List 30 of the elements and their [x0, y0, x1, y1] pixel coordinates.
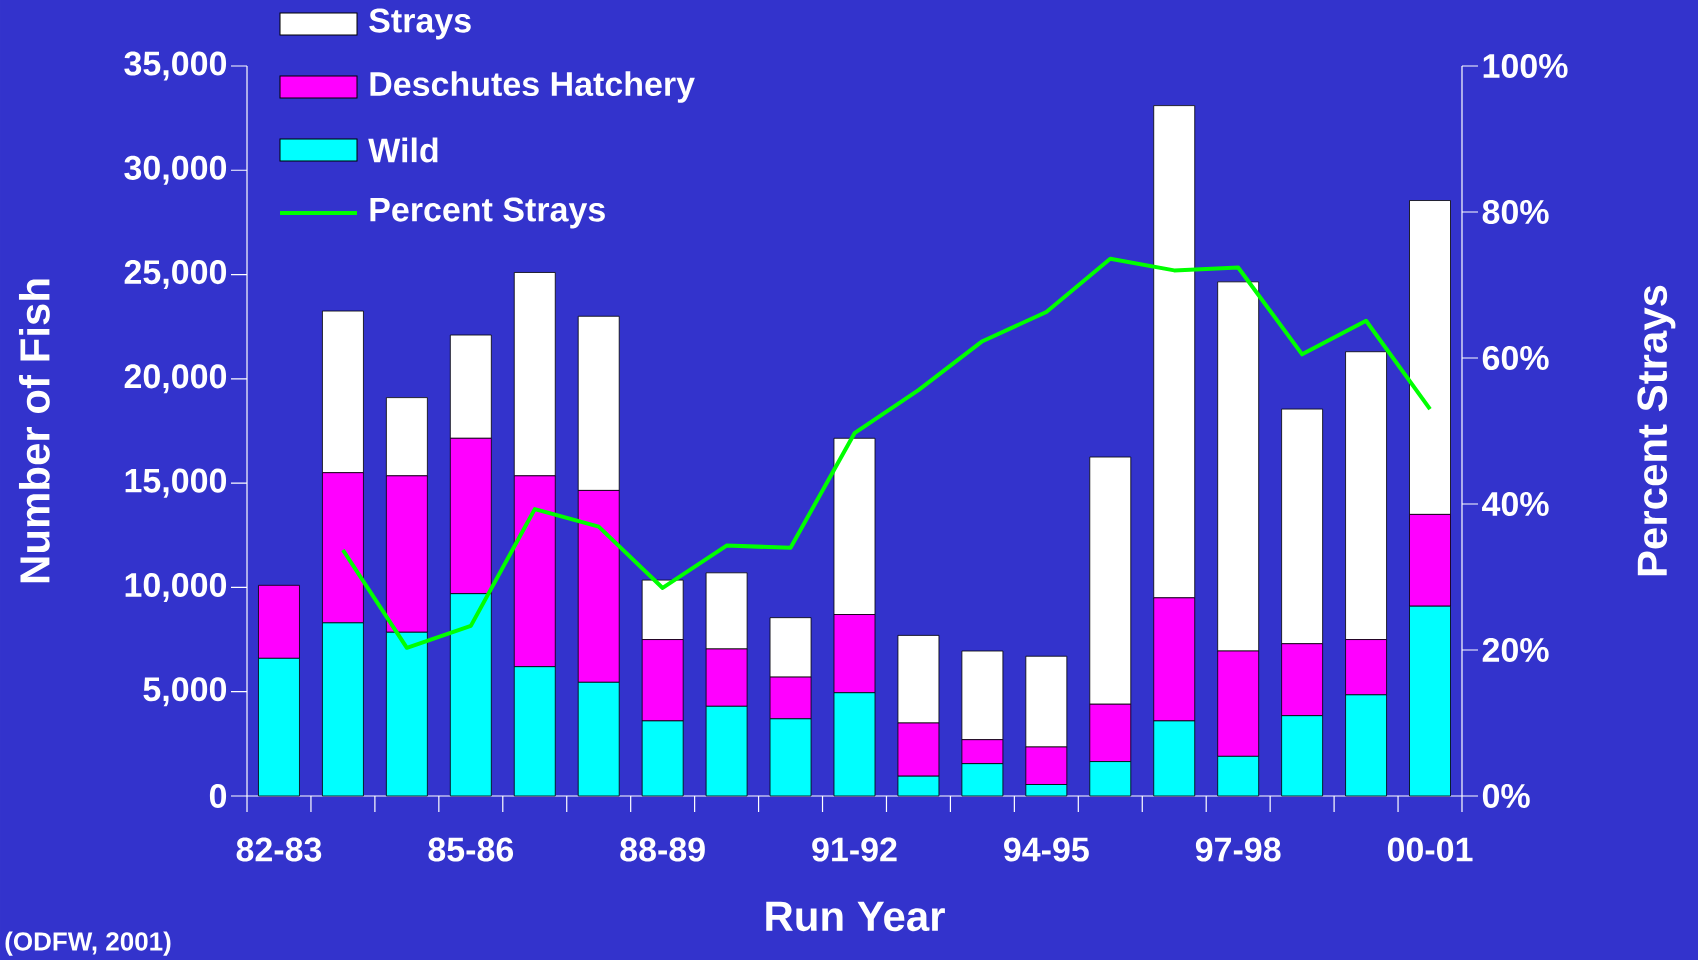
y-axis-title: Number of Fish — [18, 279, 50, 583]
y-tick-label: 5,000 — [143, 677, 227, 707]
y2-tick-label: 40% — [1482, 491, 1549, 517]
legend-label: Strays — [369, 8, 471, 40]
x-tick-label: 82-83 — [236, 837, 322, 862]
legend-label: Wild — [368, 137, 438, 163]
y2-tick-label: 0% — [1482, 783, 1530, 809]
x-tick-label: 85-86 — [428, 837, 514, 862]
x-tick-label: 97-98 — [1195, 837, 1281, 862]
x-tick-label: 88-89 — [620, 837, 705, 862]
legend-label: Deschutes Hatchery — [370, 71, 695, 103]
y2-tick-label: 80% — [1482, 199, 1549, 225]
x-tick-label: 00-01 — [1387, 837, 1473, 862]
y-tick-label: 10,000 — [125, 572, 227, 602]
y-tick-label: 0 — [209, 783, 227, 809]
x-tick-label: 91-92 — [812, 837, 897, 862]
y2-tick-label: 60% — [1482, 345, 1549, 371]
x-tick-label: 94-95 — [1004, 837, 1089, 862]
y-tick-label: 15,000 — [125, 468, 227, 498]
legend-label: Percent Strays — [370, 197, 605, 229]
y2-tick-label: 100% — [1483, 53, 1568, 79]
y2-axis-title: Percent Strays — [1637, 285, 1676, 576]
text: (ODFW, 2001) — [5, 931, 171, 956]
y-tick-label: 25,000 — [124, 260, 227, 290]
y-tick-label: 20,000 — [124, 364, 227, 394]
y2-tick-label: 20% — [1482, 637, 1549, 663]
line-series — [340, 256, 1433, 650]
x-axis-title: Run Year — [766, 901, 945, 932]
y-tick-label: 30,000 — [124, 155, 227, 185]
y-tick-label: 35,000 — [124, 51, 227, 81]
